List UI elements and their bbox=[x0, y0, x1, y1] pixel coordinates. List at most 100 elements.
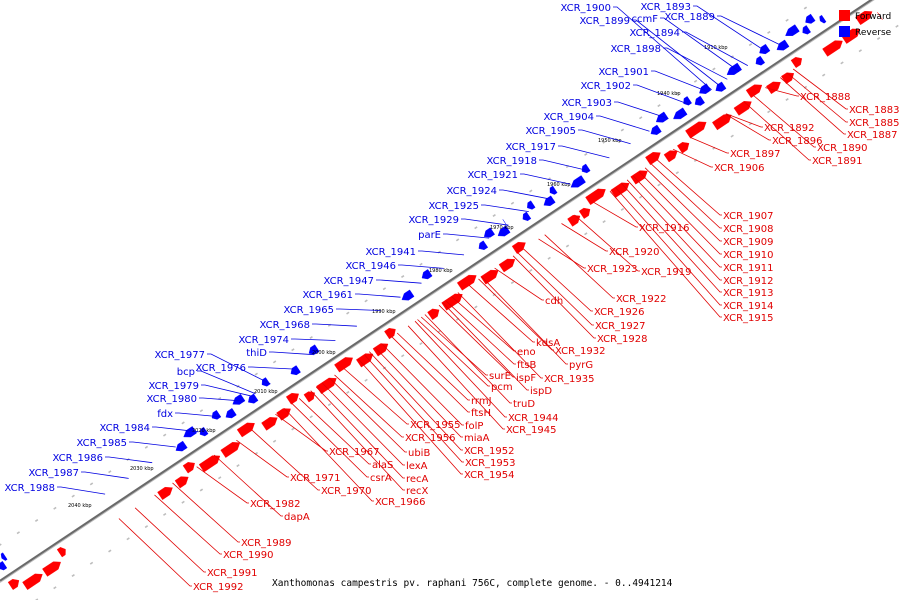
reverse-gene-arrow bbox=[785, 24, 800, 36]
gene-label-xcr-1941: XCR_1941 bbox=[365, 247, 416, 258]
reverse-gene-arrow bbox=[175, 440, 188, 452]
gene-label-xcr-1887: XCR_1887 bbox=[847, 130, 898, 141]
reverse-leader-line bbox=[651, 70, 709, 93]
gene-label-alas: alaS bbox=[372, 460, 393, 471]
reverse-gene-arrow bbox=[581, 163, 591, 174]
forward-leader-line bbox=[626, 179, 722, 281]
gene-label-xcr-1918: XCR_1918 bbox=[486, 156, 537, 167]
gene-label-xcr-1946: XCR_1946 bbox=[345, 261, 396, 272]
forward-leader-line bbox=[291, 403, 369, 478]
kbp-tick-label: 1960 kbp bbox=[547, 182, 571, 188]
gene-label-xcr-1910: XCR_1910 bbox=[723, 250, 774, 261]
forward-leader-line bbox=[593, 201, 638, 228]
forward-leader-line bbox=[494, 267, 544, 301]
forward-gene-arrow bbox=[630, 170, 648, 185]
gene-label-xcr-1923: XCR_1923 bbox=[587, 264, 638, 275]
forward-leader-line bbox=[321, 382, 405, 466]
reverse-position-dot bbox=[748, 43, 753, 47]
gene-label-xcr-1883: XCR_1883 bbox=[849, 105, 900, 116]
reverse-gene-arrow bbox=[726, 62, 742, 75]
forward-leader-line bbox=[574, 214, 640, 272]
forward-leader-line bbox=[468, 284, 535, 343]
gene-label-thid: thiD bbox=[246, 348, 267, 359]
forward-leader-line bbox=[442, 302, 529, 391]
reverse-position-dot bbox=[163, 433, 167, 437]
gene-label-xcr-1906: XCR_1906 bbox=[714, 163, 765, 174]
reverse-position-dot bbox=[327, 323, 332, 327]
reverse-leader-line bbox=[105, 456, 153, 464]
kbp-tick-label: 1950 kbp bbox=[598, 138, 622, 144]
reverse-gene-arrow bbox=[225, 408, 237, 419]
reverse-gene-arrow bbox=[290, 365, 301, 376]
gene-label-xcr-1928: XCR_1928 bbox=[597, 334, 648, 345]
reverse-gene-arrow bbox=[497, 225, 511, 237]
forward-position-dot bbox=[822, 73, 826, 77]
gene-label-xcr-1987: XCR_1987 bbox=[28, 468, 79, 479]
forward-gene-arrow bbox=[877, 12, 883, 21]
kbp-tick-label: 1970 kbp bbox=[490, 225, 514, 231]
forward-gene-arrow bbox=[781, 72, 795, 85]
reverse-position-dot bbox=[584, 152, 588, 156]
forward-gene-arrow bbox=[285, 392, 299, 405]
reverse-leader-line bbox=[291, 338, 336, 341]
forward-position-dot bbox=[199, 488, 204, 492]
reverse-gene-arrow bbox=[527, 200, 536, 210]
reverse-leader-line bbox=[201, 384, 252, 397]
forward-position-dot bbox=[89, 561, 94, 565]
gene-label-xcr-1971: XCR_1971 bbox=[290, 473, 341, 484]
forward-leader-line bbox=[765, 87, 799, 97]
reverse-position-dot bbox=[712, 67, 716, 71]
reverse-leader-line bbox=[129, 441, 176, 448]
forward-position-dot bbox=[510, 281, 515, 285]
forward-leader-line bbox=[283, 408, 374, 502]
gene-label-ispd: ispD bbox=[530, 386, 552, 397]
gene-label-xcr-1913: XCR_1913 bbox=[723, 288, 774, 299]
forward-leader-line bbox=[538, 238, 586, 269]
gene-label-xcr-1953: XCR_1953 bbox=[465, 458, 516, 469]
gene-label-pcm: pcm bbox=[491, 382, 513, 393]
forward-leader-line bbox=[753, 95, 816, 148]
forward-gene-arrow bbox=[7, 578, 20, 590]
forward-leader-line bbox=[481, 276, 568, 365]
forward-gene-arrow bbox=[427, 308, 440, 320]
gene-label-cdh: cdh bbox=[545, 296, 563, 307]
reverse-position-dot bbox=[620, 128, 625, 132]
forward-position-dot bbox=[840, 61, 844, 65]
reverse-gene-arrow bbox=[0, 561, 8, 571]
reverse-position-dot bbox=[419, 262, 423, 266]
forward-position-dot bbox=[309, 415, 313, 419]
gene-label-xcr-1980: XCR_1980 bbox=[146, 394, 197, 405]
reverse-gene-arrow bbox=[802, 25, 811, 35]
gene-label-xcr-1967: XCR_1967 bbox=[329, 447, 380, 458]
gene-label-recx: recX bbox=[406, 486, 429, 497]
reverse-gene-arrow bbox=[715, 81, 727, 92]
forward-gene-arrow bbox=[42, 561, 61, 577]
reverse-position-dot bbox=[675, 91, 679, 95]
forward-leader-line bbox=[369, 351, 463, 451]
reverse-position-dot bbox=[181, 421, 185, 425]
forward-position-dot bbox=[181, 500, 185, 504]
gene-label-xcr-1885: XCR_1885 bbox=[849, 118, 900, 129]
forward-leader-line bbox=[298, 398, 371, 465]
forward-position-dot bbox=[895, 24, 899, 28]
forward-position-dot bbox=[419, 342, 423, 346]
kbp-tick-label: 2040 kbp bbox=[68, 503, 92, 509]
forward-leader-line bbox=[154, 494, 222, 555]
reverse-gene-arrow bbox=[650, 124, 662, 135]
reverse-position-dot bbox=[492, 214, 496, 217]
forward-leader-line bbox=[310, 390, 405, 491]
reverse-leader-line bbox=[596, 115, 650, 132]
reverse-gene-arrow bbox=[0, 552, 8, 561]
forward-position-dot bbox=[492, 293, 496, 297]
forward-position-dot bbox=[675, 171, 679, 175]
legend-reverse-swatch bbox=[839, 26, 850, 37]
kbp-tick-label: 2030 kbp bbox=[130, 466, 154, 472]
reverse-position-dot bbox=[272, 360, 277, 364]
gene-label-xcr-1954: XCR_1954 bbox=[464, 470, 515, 481]
gene-label-ftsb: ftsB bbox=[517, 360, 536, 371]
reverse-position-dot bbox=[785, 18, 789, 22]
gene-label-lexa: lexA bbox=[406, 461, 428, 472]
forward-leader-line bbox=[656, 159, 722, 216]
